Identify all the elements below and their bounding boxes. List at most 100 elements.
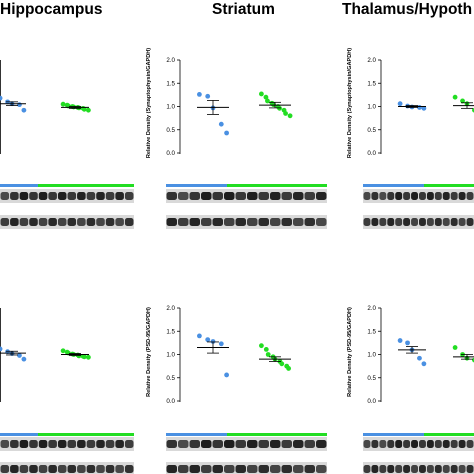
blot-band bbox=[379, 218, 387, 226]
data-point bbox=[265, 98, 270, 104]
blot-band bbox=[10, 465, 19, 473]
data-point bbox=[263, 94, 269, 100]
blot-band bbox=[77, 192, 86, 200]
western-blot bbox=[166, 433, 327, 474]
blot-band bbox=[387, 465, 395, 473]
blot-band bbox=[247, 218, 258, 226]
data-point bbox=[397, 101, 403, 107]
group-bar-2 bbox=[424, 184, 474, 187]
blot-band bbox=[105, 218, 115, 226]
blot-band bbox=[281, 218, 292, 226]
blot-band bbox=[124, 192, 134, 200]
panel-title-hippocampus: Hippocampus bbox=[0, 1, 102, 18]
blot-band bbox=[235, 218, 246, 226]
data-point bbox=[259, 343, 264, 349]
blot-band bbox=[38, 440, 48, 448]
blot-band bbox=[96, 192, 105, 200]
blot-band bbox=[466, 440, 474, 448]
blot-band bbox=[281, 440, 292, 448]
blot-band bbox=[442, 465, 450, 473]
y-tick-label: 0.5 bbox=[166, 375, 175, 382]
data-point bbox=[224, 372, 230, 378]
blot-band bbox=[371, 465, 379, 473]
blot-band bbox=[403, 218, 411, 226]
blot-band bbox=[67, 218, 77, 226]
blot-band bbox=[434, 440, 442, 448]
blot-band bbox=[0, 218, 10, 226]
blot-band bbox=[379, 440, 387, 448]
blot-band bbox=[224, 192, 235, 200]
blot-band bbox=[57, 440, 67, 448]
blot-band bbox=[304, 465, 315, 473]
blot-band bbox=[281, 192, 292, 200]
data-point bbox=[0, 95, 3, 101]
blot-band bbox=[19, 192, 29, 200]
group-bar-1 bbox=[166, 184, 227, 187]
blot-band bbox=[411, 218, 418, 226]
blot-band bbox=[48, 465, 57, 473]
blot-band bbox=[124, 218, 134, 226]
blot-band bbox=[458, 465, 466, 473]
blot-band bbox=[86, 192, 96, 200]
group-bar-1 bbox=[0, 184, 38, 187]
western-blot bbox=[166, 184, 327, 229]
y-tick-label: 1.5 bbox=[367, 80, 376, 87]
blot-band bbox=[387, 218, 395, 226]
data-point bbox=[259, 91, 264, 97]
blot-band bbox=[258, 465, 269, 473]
blot-band bbox=[316, 192, 327, 200]
blot-band bbox=[0, 192, 10, 200]
blot-band bbox=[270, 218, 281, 226]
blot-band bbox=[316, 465, 327, 473]
blot-band bbox=[442, 440, 450, 448]
blot-band bbox=[434, 465, 442, 473]
blot-band bbox=[115, 192, 124, 200]
blot-band bbox=[293, 465, 304, 473]
blot-band bbox=[450, 440, 458, 448]
western-blot bbox=[363, 184, 474, 229]
blot-band bbox=[379, 192, 387, 200]
blot-band bbox=[38, 218, 48, 226]
blot-band bbox=[201, 192, 212, 200]
blot-band bbox=[419, 465, 426, 473]
blot-band bbox=[124, 440, 134, 448]
blot-band bbox=[442, 218, 450, 226]
blot-band bbox=[363, 192, 371, 200]
blot-band bbox=[212, 218, 223, 226]
data-point bbox=[86, 107, 91, 113]
blot-band bbox=[105, 440, 115, 448]
blot-band bbox=[0, 465, 10, 473]
group-bar-1 bbox=[363, 184, 424, 187]
blot-band bbox=[96, 465, 105, 473]
data-point bbox=[277, 105, 282, 111]
y-tick-label: 0.0 bbox=[166, 398, 175, 405]
group-bar-2 bbox=[38, 433, 134, 436]
data-point bbox=[21, 107, 27, 113]
blot-band bbox=[434, 218, 442, 226]
blot-band bbox=[419, 440, 426, 448]
blot-band bbox=[189, 192, 200, 200]
data-point bbox=[17, 353, 22, 358]
blot-band bbox=[67, 465, 77, 473]
blot-band bbox=[247, 465, 258, 473]
blot-band bbox=[450, 465, 458, 473]
blot-band bbox=[419, 192, 426, 200]
blot-band bbox=[466, 218, 474, 226]
y-tick-label: 0.0 bbox=[367, 398, 376, 405]
blot-band bbox=[96, 440, 105, 448]
blot-band bbox=[201, 218, 212, 226]
blot-band bbox=[363, 218, 371, 226]
blot-band bbox=[166, 465, 177, 473]
blot-band bbox=[224, 218, 235, 226]
blot-band bbox=[270, 465, 281, 473]
western-blot-layer bbox=[0, 184, 474, 474]
y-axis-label: Relative Density (Synaptophysin/GAPDH) bbox=[347, 48, 353, 158]
blot-band bbox=[224, 440, 235, 448]
blot-band bbox=[212, 465, 223, 473]
blot-band bbox=[48, 440, 57, 448]
chart-panel-2: 0.0 0.5 1.0 1.5 2.0 bbox=[166, 57, 293, 157]
y-tick-label: 0.5 bbox=[367, 127, 376, 134]
y-axis-label: Relative Density (PSD-95/GAPDH) bbox=[146, 307, 152, 397]
blot-band bbox=[270, 440, 281, 448]
blot-band bbox=[270, 192, 281, 200]
